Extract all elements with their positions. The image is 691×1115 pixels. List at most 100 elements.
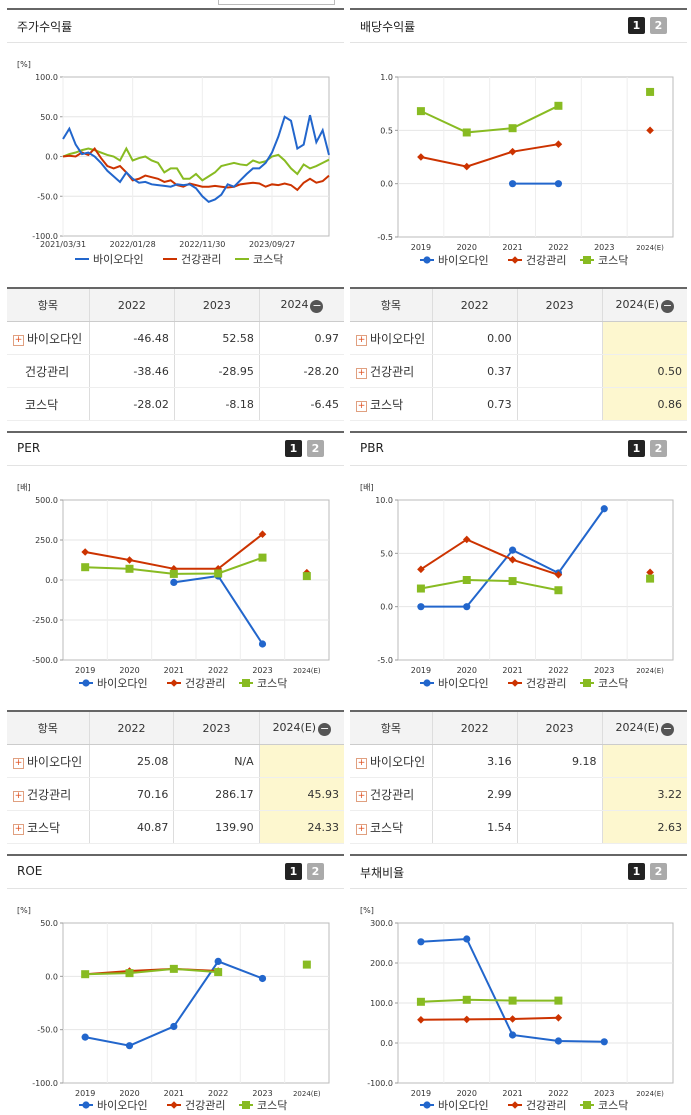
x-tick-label: 2021	[164, 666, 184, 675]
legend-label: 코스닥	[257, 677, 287, 690]
x-tick-label: 2020	[457, 1089, 477, 1098]
row-label[interactable]: + 바이오다인	[350, 321, 433, 355]
legend-marker	[82, 1101, 90, 1109]
plus-box-icon[interactable]: +	[13, 790, 24, 802]
view-1-button[interactable]: 1	[628, 863, 645, 880]
legend-marker	[423, 679, 431, 687]
y-tick-label: 10.0	[375, 496, 393, 505]
view-2-button[interactable]: 2	[650, 17, 667, 34]
series-line	[420, 937, 605, 1043]
column-header: 2024(E) −	[601, 288, 687, 322]
data-point	[417, 565, 425, 574]
plus-box-icon[interactable]: +	[13, 757, 24, 769]
legend-marker	[511, 1101, 519, 1109]
minus-circle-icon[interactable]: −	[310, 298, 324, 313]
legend-label: 바이오다인	[438, 677, 489, 690]
row-label[interactable]: + 바이오다인	[7, 744, 89, 778]
legend-label: 바이오다인	[97, 1099, 148, 1112]
legend-label: 코스닥	[257, 1099, 287, 1112]
x-tick-label: 2021	[164, 1089, 184, 1098]
series-line	[420, 143, 559, 168]
x-tick-label: 2020	[119, 1089, 139, 1098]
legend-marker	[242, 1101, 250, 1109]
x-tick-label: 2019	[411, 243, 431, 252]
plus-box-icon[interactable]: +	[356, 823, 367, 835]
view-1-button[interactable]: 1	[285, 863, 302, 880]
plus-box-icon[interactable]: +	[356, 790, 367, 802]
column-header: 2022	[431, 711, 518, 745]
data-point	[646, 87, 655, 96]
column-header: 2022	[88, 711, 174, 745]
cell-value: 70.16	[88, 777, 174, 811]
row-label[interactable]: + 코스닥	[7, 810, 89, 844]
table-row: 건강관리 -38.46 -28.95 -28.20	[7, 354, 344, 388]
column-header: 항목	[350, 711, 433, 745]
y-tick-label: 50.0	[40, 919, 58, 928]
column-header: 항목	[350, 288, 433, 322]
data-point	[554, 180, 563, 188]
column-header: 2022	[431, 288, 518, 322]
cell-value	[258, 744, 344, 778]
series-line	[62, 146, 330, 182]
data-point	[554, 1014, 563, 1022]
data-point	[508, 996, 517, 1005]
view-2-button[interactable]: 2	[650, 863, 667, 880]
dividend-panel: 배당수익률 1 2 1.0 0.5 0.0 -0.5 2019 2020 2021 2022 2…	[350, 8, 687, 268]
data-point	[508, 180, 517, 188]
y-tick-label: 0.0	[45, 576, 58, 585]
x-tick-label: 2022	[548, 243, 568, 252]
view-1-button[interactable]: 1	[628, 17, 645, 34]
legend-label: 바이오다인	[97, 677, 148, 690]
table-row: + 코스닥 40.87 139.90 24.33	[7, 810, 344, 844]
view-2-button[interactable]: 2	[650, 440, 667, 457]
minus-circle-icon[interactable]: −	[661, 298, 675, 313]
row-label[interactable]: + 코스닥	[350, 387, 433, 421]
data-point	[462, 576, 471, 584]
cell-value	[601, 744, 687, 778]
plus-box-icon[interactable]: +	[356, 334, 367, 346]
x-tick-label: 2019	[75, 1089, 95, 1098]
column-header: 2024(E) −	[601, 711, 687, 745]
row-label[interactable]: + 바이오다인	[350, 744, 433, 778]
data-point	[463, 935, 471, 943]
dividend-chart: 1.0 0.5 0.0 -0.5 2019 2020 2021 2022 2023 2024(E)…	[377, 73, 674, 267]
y-tick-label: 100.0	[35, 73, 58, 82]
cell-value: -46.48	[88, 321, 175, 355]
x-tick-label: 2022	[548, 666, 568, 675]
view-2-button[interactable]: 2	[307, 863, 324, 880]
row-label[interactable]: + 바이오다인	[7, 321, 90, 355]
data-point	[600, 1038, 608, 1046]
x-tick-label: 2021	[502, 1089, 522, 1098]
plus-box-icon[interactable]: +	[13, 334, 24, 346]
plus-box-icon[interactable]: +	[13, 823, 24, 835]
column-header: 항목	[7, 288, 90, 322]
cell-value: 286.17	[173, 777, 260, 811]
legend-label: 바이오다인	[438, 254, 489, 267]
row-label[interactable]: + 코스닥	[350, 810, 433, 844]
row-label[interactable]: + 건강관리	[350, 354, 433, 388]
data-point	[416, 584, 425, 593]
view-1-button[interactable]: 1	[628, 440, 645, 457]
view-2-button[interactable]: 2	[307, 440, 324, 457]
data-point	[508, 577, 517, 586]
top-control-strip[interactable]	[218, 0, 335, 5]
cell-value	[516, 354, 603, 388]
plus-box-icon[interactable]: +	[356, 757, 367, 769]
y-tick-label: -50.0	[37, 192, 58, 201]
x-tick-label: 2019	[75, 666, 95, 675]
minus-circle-icon[interactable]: −	[318, 721, 332, 736]
row-label[interactable]: + 건강관리	[7, 777, 89, 811]
plus-box-icon[interactable]: +	[356, 367, 367, 379]
debt-ratio-chart: 300.0 200.0 100.0 0.0 -100.0 [%] 2019 2020 2021 2…	[360, 906, 674, 1112]
cell-value: 2.63	[601, 810, 687, 844]
plus-box-icon[interactable]: +	[356, 400, 367, 412]
row-label[interactable]: + 건강관리	[350, 777, 433, 811]
cell-value: 0.97	[258, 321, 344, 355]
data-point	[416, 107, 425, 116]
cell-value: 139.90	[173, 810, 260, 844]
view-1-button[interactable]: 1	[285, 440, 302, 457]
data-point	[214, 968, 223, 977]
x-tick-label: 2023	[594, 243, 614, 252]
minus-circle-icon[interactable]: −	[661, 721, 675, 736]
data-point	[508, 1015, 517, 1023]
